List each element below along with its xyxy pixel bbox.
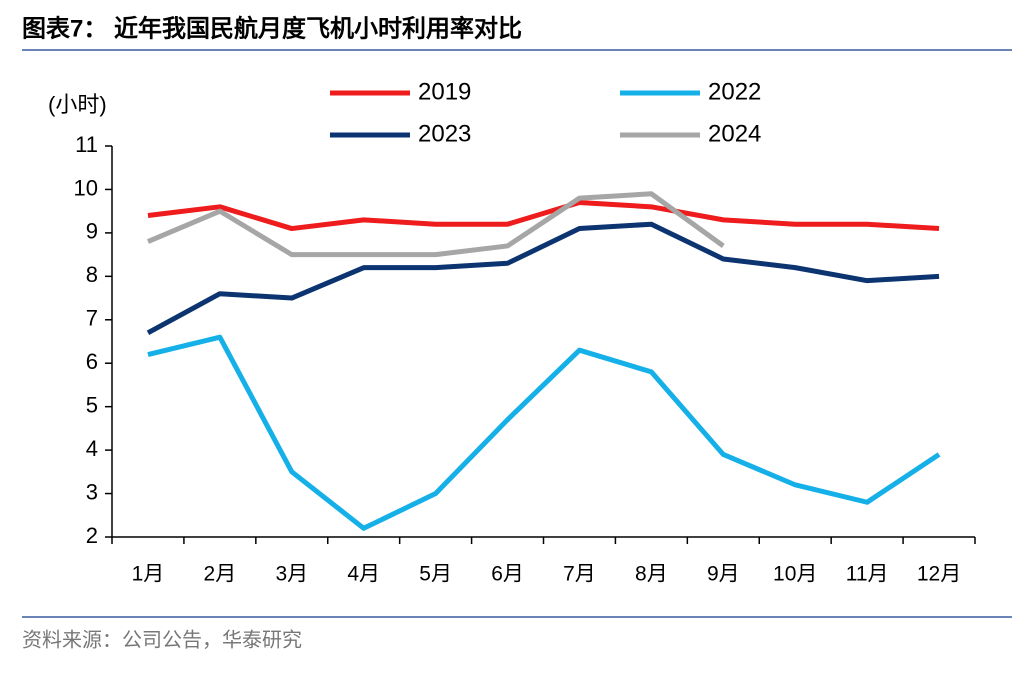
series-line xyxy=(147,334,941,531)
x-tick-label: 3月 xyxy=(275,563,308,586)
y-axis-label: (小时) xyxy=(48,92,107,117)
y-tick-label: 10 xyxy=(74,175,98,200)
series-line xyxy=(147,199,940,232)
y-tick-label: 8 xyxy=(86,262,98,287)
x-tick-label: 11月 xyxy=(846,563,889,586)
x-tick-label: 1月 xyxy=(132,563,165,586)
legend-label: 2024 xyxy=(708,120,761,147)
x-tick-label: 8月 xyxy=(635,563,668,586)
legend-label: 2022 xyxy=(708,78,761,105)
y-tick-label: 2 xyxy=(86,523,98,548)
chart-title: 图表7： 近年我国民航月度飞机小时利用率对比 xyxy=(22,14,522,42)
x-tick-label: 4月 xyxy=(347,563,380,586)
y-tick-label: 4 xyxy=(86,436,98,461)
x-tick-label: 12月 xyxy=(917,563,961,586)
source: 资料来源：公司公告，华泰研究 xyxy=(22,628,302,651)
y-tick-label: 9 xyxy=(86,219,98,244)
x-tick-label: 7月 xyxy=(563,563,596,586)
y-tick-label: 5 xyxy=(86,392,98,417)
y-tick-label: 11 xyxy=(75,132,98,157)
y-tick-label: 7 xyxy=(86,306,98,331)
series-line xyxy=(146,191,725,258)
x-tick-label: 10月 xyxy=(773,563,817,586)
x-tick-label: 5月 xyxy=(419,563,452,586)
x-tick-label: 2月 xyxy=(204,563,237,586)
legend-label: 2019 xyxy=(418,78,471,105)
y-tick-label: 6 xyxy=(86,349,98,374)
y-tick-label: 3 xyxy=(86,479,98,504)
x-tick-label: 9月 xyxy=(707,563,740,586)
series-line xyxy=(146,221,940,336)
x-tick-label: 6月 xyxy=(491,563,524,586)
legend-label: 2023 xyxy=(418,120,471,147)
